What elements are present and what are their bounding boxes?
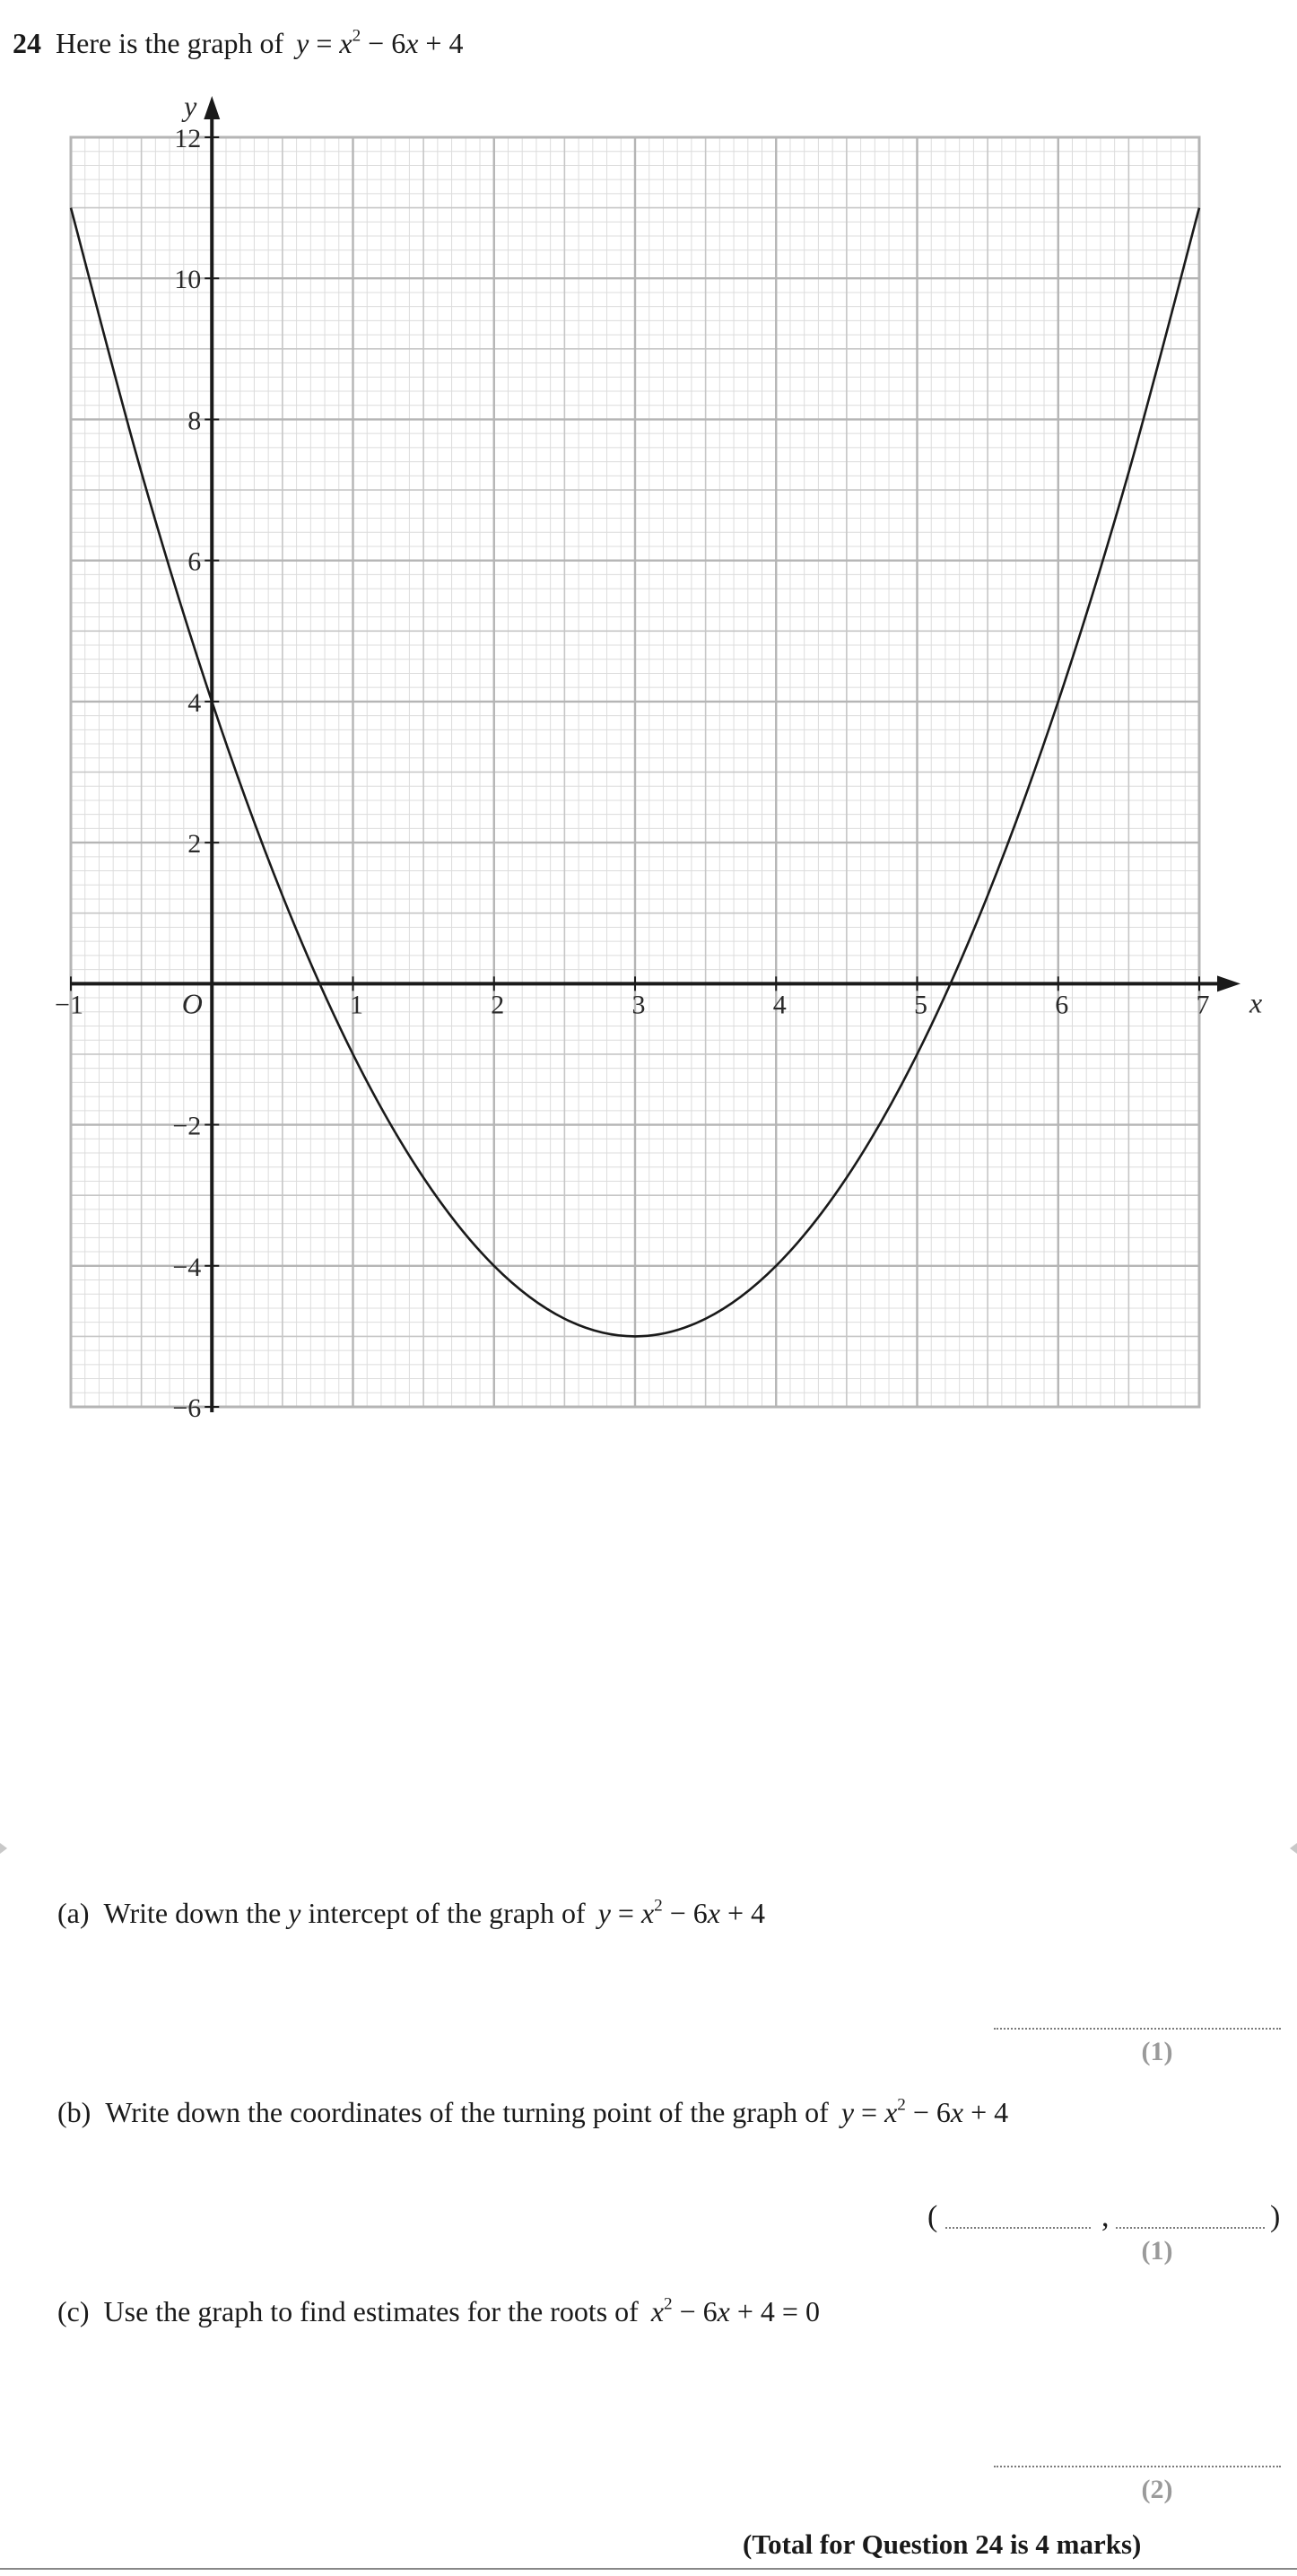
y-tick-label: −4 bbox=[172, 1253, 201, 1282]
y-tick-label: 8 bbox=[187, 406, 201, 435]
tick-marks bbox=[70, 136, 1200, 1408]
part-b-y-coordinate-field[interactable] bbox=[1116, 2227, 1265, 2229]
y-axis-label: y bbox=[181, 90, 197, 122]
part-b-close-paren: ) bbox=[1270, 2200, 1281, 2233]
origin-label: O bbox=[182, 987, 203, 1019]
question-total-marks: (Total for Question 24 is 4 marks) bbox=[743, 2528, 1142, 2560]
part-c-marks: (2) bbox=[1141, 2475, 1173, 2504]
x-tick-label: 4 bbox=[773, 990, 787, 1019]
part-a-marks: (1) bbox=[1141, 2037, 1173, 2066]
y-tick-label: 6 bbox=[187, 547, 201, 577]
x-axis-label: x bbox=[1249, 986, 1262, 1018]
part-b-x-coordinate-field[interactable] bbox=[945, 2227, 1091, 2229]
part-b-open-paren: ( bbox=[927, 2200, 938, 2233]
y-tick-label: −2 bbox=[172, 1112, 201, 1141]
part-b-question: (b) Write down the coordinates of the tu… bbox=[57, 2095, 1009, 2128]
bottom-rule bbox=[0, 2568, 1297, 2570]
question-intro: Here is the graph of bbox=[56, 27, 284, 59]
question-number: 24 bbox=[13, 27, 41, 59]
axes bbox=[71, 96, 1240, 1412]
page-margin-marker-left bbox=[0, 1843, 7, 1854]
part-c-question: (c) Use the graph to find estimates for … bbox=[57, 2294, 820, 2327]
grid-border bbox=[69, 135, 1201, 1409]
question-header: 24 Here is the graph of y = x2 − 6x + 4 bbox=[13, 20, 463, 66]
x-axis-arrow-icon bbox=[1217, 975, 1240, 992]
x-tick-label: 5 bbox=[914, 990, 927, 1019]
y-axis-arrow-icon bbox=[204, 96, 221, 119]
y-tick-label: 2 bbox=[187, 829, 201, 859]
y-tick-label: 10 bbox=[174, 265, 201, 294]
part-b-marks: (1) bbox=[1141, 2236, 1173, 2266]
parabola-curve bbox=[69, 207, 1201, 1338]
part-a-answer-field[interactable] bbox=[994, 2028, 1281, 2030]
x-tick-label: 6 bbox=[1055, 990, 1068, 1019]
x-tick-label: 2 bbox=[491, 990, 504, 1019]
part-a-question: (a) Write down the y intercept of the gr… bbox=[57, 1896, 766, 1929]
question-equation: y = x2 − 6x + 4 bbox=[296, 26, 464, 59]
part-c-answer-field[interactable] bbox=[994, 2466, 1281, 2467]
page-margin-marker-right bbox=[1290, 1843, 1297, 1854]
y-tick-label: −6 bbox=[172, 1393, 201, 1423]
part-b-comma: , bbox=[1101, 2200, 1110, 2233]
x-tick-label: 7 bbox=[1197, 990, 1210, 1019]
x-tick-label: 3 bbox=[632, 990, 646, 1019]
y-tick-label: 4 bbox=[187, 688, 201, 718]
y-tick-label: 12 bbox=[174, 124, 201, 153]
x-tick-label: −1 bbox=[55, 990, 83, 1019]
x-tick-label: 1 bbox=[350, 990, 363, 1019]
grid-major bbox=[69, 135, 1201, 1409]
